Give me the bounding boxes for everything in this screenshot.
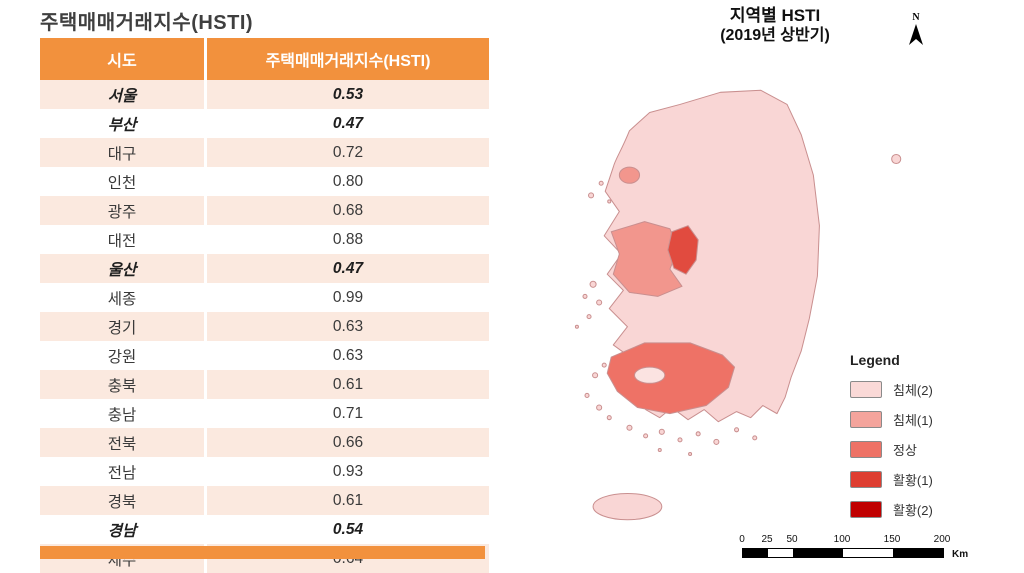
region-cell: 강원 [40, 341, 204, 370]
map-legend: Legend 침체(2) 침체(1) 정상 활황(1) 활황(2) [846, 352, 1018, 530]
region-cell: 경남 [40, 515, 204, 544]
region-cell: 울산 [40, 254, 204, 283]
value-cell: 0.63 [207, 341, 489, 370]
value-cell: 0.53 [207, 80, 489, 109]
col-header-region: 시도 [40, 38, 204, 80]
region-cell: 경기 [40, 312, 204, 341]
value-cell: 0.72 [207, 138, 489, 167]
scalebar-tick: 0 [739, 534, 745, 545]
legend-label: 정상 [893, 443, 917, 458]
table-row: 경북 0.61 [40, 486, 489, 515]
coastal-islands [574, 180, 758, 457]
value-cell: 0.54 [207, 515, 489, 544]
table-row: 세종 0.99 [40, 283, 489, 312]
jeju-island [592, 492, 663, 521]
legend-swatch [850, 441, 882, 458]
table-row: 부산 0.47 [40, 109, 489, 138]
table-row: 충북 0.61 [40, 370, 489, 399]
scalebar-unit: Km [952, 549, 969, 560]
region-cell: 경북 [40, 486, 204, 515]
value-cell: 0.80 [207, 167, 489, 196]
value-cell: 0.47 [207, 109, 489, 138]
ulleung-island [891, 153, 902, 165]
value-cell: 0.88 [207, 225, 489, 254]
scalebar-tick: 50 [786, 534, 798, 545]
scalebar-tick: 150 [883, 534, 901, 545]
value-cell: 0.71 [207, 399, 489, 428]
north-label: N [912, 12, 920, 23]
page-title: 주택매매거래지수(HSTI) [40, 12, 254, 34]
value-cell: 0.63 [207, 312, 489, 341]
map-scalebar: 0 25 50 100 150 200 Km [739, 534, 982, 562]
region-cell: 충북 [40, 370, 204, 399]
region-chungnam [610, 221, 683, 297]
region-inner-city [634, 366, 666, 384]
region-cell: 세종 [40, 283, 204, 312]
scalebar-tick: 100 [833, 534, 851, 545]
legend-item: 침체(2) [846, 380, 1018, 399]
north-arrow-icon [909, 24, 923, 45]
table-row: 전북 0.66 [40, 428, 489, 457]
region-cell: 광주 [40, 196, 204, 225]
table-row: 인천 0.80 [40, 167, 489, 196]
value-cell: 0.68 [207, 196, 489, 225]
table-row: 경남 0.54 [40, 515, 489, 544]
region-incheon [618, 166, 641, 184]
value-cell: 0.47 [207, 254, 489, 283]
map-title: 지역별 HSTI (2019년 상반기) [610, 6, 940, 45]
legend-label: 활황(1) [893, 473, 933, 488]
scalebar-bar [742, 548, 944, 558]
region-cell: 대전 [40, 225, 204, 254]
region-cell: 서울 [40, 80, 204, 109]
col-header-value: 주택매매거래지수(HSTI) [207, 38, 489, 80]
region-gyeongnam [606, 342, 736, 415]
table-row: 울산 0.47 [40, 254, 489, 283]
region-cell: 인천 [40, 167, 204, 196]
scalebar-labels: 0 25 50 100 150 200 [739, 534, 982, 546]
map-title-line1: 지역별 HSTI [729, 6, 821, 25]
value-cell: 0.93 [207, 457, 489, 486]
region-center-hot [667, 225, 699, 275]
table-row: 전남 0.93 [40, 457, 489, 486]
legend-item: 활황(1) [846, 470, 1018, 489]
table-row: 경기 0.63 [40, 312, 489, 341]
table-row: 강원 0.63 [40, 341, 489, 370]
table-row: 대구 0.72 [40, 138, 489, 167]
map-title-line2: (2019년 상반기) [720, 27, 830, 44]
value-cell: 0.66 [207, 428, 489, 457]
hsti-table: 시도 주택매매거래지수(HSTI) 서울 0.53 부산 0.47 대구 0.72 인… [37, 38, 492, 573]
legend-item: 정상 [846, 440, 1018, 459]
legend-item: 침체(1) [846, 410, 1018, 429]
legend-title: Legend [850, 352, 900, 368]
region-cell: 충남 [40, 399, 204, 428]
korea-choropleth-map [574, 89, 902, 521]
table-row: 서울 0.53 [40, 80, 489, 109]
region-cell: 전북 [40, 428, 204, 457]
value-cell: 0.61 [207, 370, 489, 399]
table-footer-strip [40, 546, 485, 559]
region-cell: 대구 [40, 138, 204, 167]
legend-swatch [850, 411, 882, 428]
legend-swatch [850, 381, 882, 398]
scalebar-tick: 200 [933, 534, 951, 545]
north-arrow: N [903, 12, 929, 52]
legend-swatch [850, 471, 882, 488]
table-row: 대전 0.88 [40, 225, 489, 254]
legend-label: 침체(1) [893, 413, 933, 428]
legend-swatch [850, 501, 882, 518]
table-row: 광주 0.68 [40, 196, 489, 225]
legend-label: 활황(2) [893, 503, 933, 518]
legend-item: 활황(2) [846, 500, 1018, 519]
region-cell: 전남 [40, 457, 204, 486]
scalebar-tick: 25 [761, 534, 773, 545]
value-cell: 0.61 [207, 486, 489, 515]
legend-label: 침체(2) [893, 383, 933, 398]
table-row: 충남 0.71 [40, 399, 489, 428]
table-header-row: 시도 주택매매거래지수(HSTI) [40, 38, 489, 80]
region-cell: 부산 [40, 109, 204, 138]
value-cell: 0.99 [207, 283, 489, 312]
